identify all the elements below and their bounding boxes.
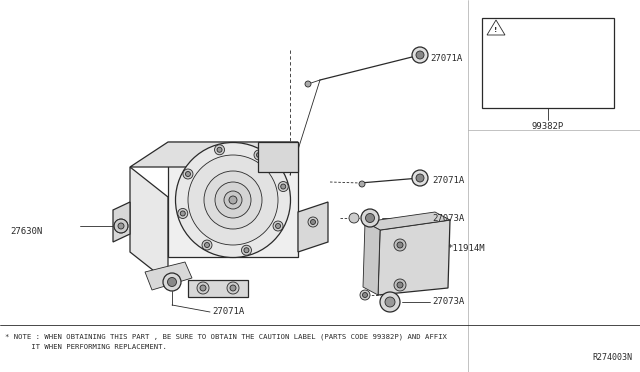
Circle shape	[205, 243, 209, 247]
Text: IT WHEN PERFORMING REPLACEMENT.: IT WHEN PERFORMING REPLACEMENT.	[5, 344, 167, 350]
Circle shape	[279, 158, 287, 166]
Polygon shape	[113, 202, 130, 242]
Circle shape	[186, 171, 191, 176]
Polygon shape	[188, 280, 248, 297]
Circle shape	[397, 282, 403, 288]
Circle shape	[241, 245, 252, 255]
Ellipse shape	[229, 196, 237, 204]
Circle shape	[257, 153, 262, 157]
Circle shape	[244, 248, 249, 253]
Circle shape	[394, 279, 406, 291]
Circle shape	[180, 211, 185, 216]
Polygon shape	[298, 202, 328, 252]
Circle shape	[278, 182, 288, 192]
Circle shape	[183, 169, 193, 179]
Circle shape	[264, 145, 269, 151]
Ellipse shape	[215, 182, 251, 218]
Circle shape	[281, 184, 285, 189]
Circle shape	[163, 273, 181, 291]
Circle shape	[227, 282, 239, 294]
Circle shape	[118, 223, 124, 229]
Text: 27071A: 27071A	[212, 308, 244, 317]
Polygon shape	[168, 142, 298, 257]
Text: 27073A: 27073A	[432, 298, 464, 307]
Circle shape	[385, 297, 395, 307]
Text: *11914M: *11914M	[447, 244, 484, 253]
Polygon shape	[130, 167, 168, 282]
Circle shape	[416, 51, 424, 59]
Circle shape	[276, 224, 280, 228]
Circle shape	[273, 221, 283, 231]
Ellipse shape	[224, 191, 242, 209]
Circle shape	[349, 213, 359, 223]
Circle shape	[168, 278, 177, 286]
Polygon shape	[365, 212, 450, 230]
Text: 27071A: 27071A	[430, 54, 462, 62]
Polygon shape	[378, 220, 450, 295]
Polygon shape	[363, 222, 380, 295]
Circle shape	[217, 147, 222, 152]
Circle shape	[362, 292, 367, 298]
Circle shape	[310, 219, 316, 224]
Text: 27073A: 27073A	[432, 214, 464, 222]
Circle shape	[412, 47, 428, 63]
Polygon shape	[145, 262, 192, 290]
Circle shape	[305, 81, 311, 87]
Circle shape	[397, 242, 403, 248]
Circle shape	[380, 292, 400, 312]
Circle shape	[416, 174, 424, 182]
Circle shape	[278, 143, 288, 153]
Circle shape	[365, 214, 374, 222]
Circle shape	[280, 145, 285, 151]
Polygon shape	[258, 142, 298, 172]
Text: !: !	[494, 27, 498, 33]
Circle shape	[361, 209, 379, 227]
Text: * NOTE : WHEN OBTAINING THIS PART , BE SURE TO OBTAIN THE CAUTION LABEL (PARTS C: * NOTE : WHEN OBTAINING THIS PART , BE S…	[5, 333, 447, 340]
Circle shape	[214, 145, 225, 155]
Circle shape	[254, 150, 264, 160]
Ellipse shape	[204, 171, 262, 229]
Circle shape	[202, 240, 212, 250]
Text: 27630N: 27630N	[10, 227, 42, 235]
Text: 99382P: 99382P	[532, 122, 564, 131]
Circle shape	[178, 208, 188, 218]
Circle shape	[230, 285, 236, 291]
Text: 27071A: 27071A	[432, 176, 464, 185]
Text: R274003N: R274003N	[592, 353, 632, 362]
Ellipse shape	[188, 155, 278, 245]
Circle shape	[200, 285, 206, 291]
Polygon shape	[130, 142, 298, 167]
Circle shape	[114, 219, 128, 233]
Circle shape	[262, 158, 270, 166]
Circle shape	[394, 239, 406, 251]
Ellipse shape	[175, 142, 291, 257]
Polygon shape	[487, 20, 505, 35]
Circle shape	[412, 170, 428, 186]
Bar	[482, 18, 614, 108]
Circle shape	[360, 290, 370, 300]
Circle shape	[197, 282, 209, 294]
Circle shape	[308, 217, 318, 227]
Circle shape	[359, 181, 365, 187]
Circle shape	[261, 143, 271, 153]
